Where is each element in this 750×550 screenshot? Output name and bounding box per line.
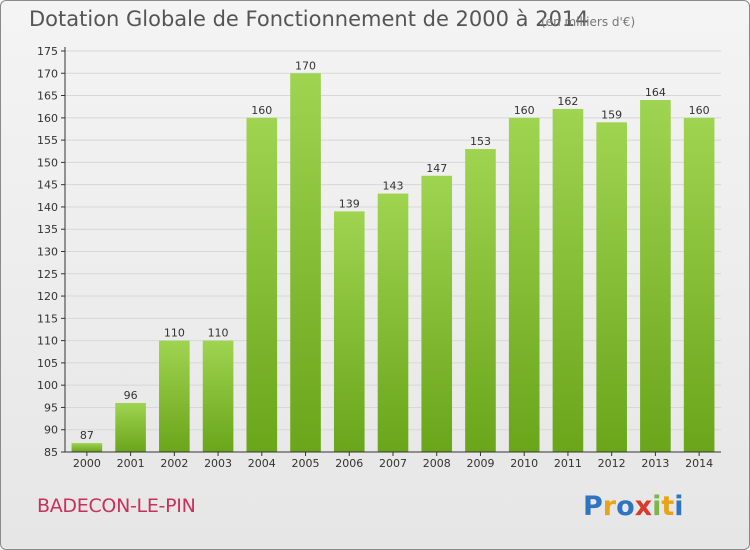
chart-subtitle: (en milliers d'€) — [541, 15, 636, 29]
y-tick-label: 105 — [37, 357, 58, 370]
bar-2001 — [115, 402, 146, 452]
bar-value-label: 170 — [295, 59, 316, 72]
x-tick-label: 2008 — [423, 457, 451, 470]
y-tick-label: 175 — [37, 45, 58, 58]
bar-value-label: 110 — [208, 327, 229, 340]
bar-value-label: 153 — [470, 135, 491, 148]
x-tick-label: 2000 — [73, 457, 101, 470]
bar-value-label: 160 — [251, 104, 272, 117]
bar-2011 — [552, 108, 584, 452]
bar-2010 — [508, 117, 540, 452]
bar-2004 — [246, 117, 278, 452]
x-tick-label: 2012 — [598, 457, 626, 470]
bar-2006 — [333, 211, 365, 452]
bar-value-label: 160 — [689, 104, 710, 117]
bar-2013 — [640, 100, 671, 452]
y-tick-label: 85 — [44, 446, 58, 459]
bar-2009 — [465, 149, 496, 452]
bar-2005 — [290, 73, 321, 453]
y-tick-label: 165 — [37, 90, 58, 103]
x-tick-label: 2003 — [204, 457, 232, 470]
y-tick-label: 100 — [37, 379, 58, 392]
bar-2002 — [159, 340, 190, 452]
bar-value-label: 162 — [557, 95, 578, 108]
x-tick-label: 2006 — [335, 457, 363, 470]
bar-value-label: 87 — [80, 429, 94, 442]
bar-2008 — [421, 175, 453, 452]
x-tick-label: 2005 — [292, 457, 320, 470]
x-tick-label: 2014 — [685, 457, 713, 470]
y-tick-label: 110 — [37, 335, 58, 348]
bar-value-label: 143 — [383, 180, 404, 193]
y-tick-label: 155 — [37, 134, 58, 147]
commune-name: BADECON-LE-PIN — [37, 495, 196, 517]
y-tick-label: 150 — [37, 156, 58, 169]
x-tick-label: 2001 — [117, 457, 145, 470]
x-tick-label: 2007 — [379, 457, 407, 470]
y-tick-label: 135 — [37, 223, 58, 236]
svg-text:Proxiti: Proxiti — [583, 491, 684, 522]
y-tick-label: 120 — [37, 290, 58, 303]
bar-value-label: 139 — [339, 197, 360, 210]
chart-title: Dotation Globale de Fonctionnement de 20… — [29, 7, 589, 31]
y-tick-label: 160 — [37, 112, 58, 125]
bar-value-label: 160 — [514, 104, 535, 117]
bar-2014 — [683, 117, 715, 452]
bar-value-label: 164 — [645, 86, 666, 99]
x-tick-label: 2009 — [466, 457, 494, 470]
y-tick-label: 170 — [37, 67, 58, 80]
x-tick-label: 2011 — [554, 457, 582, 470]
bar-2000 — [71, 443, 103, 452]
x-tick-label: 2010 — [510, 457, 538, 470]
proxiti-logo: Proxiti — [583, 491, 684, 522]
bar-2012 — [596, 122, 627, 453]
x-tick-label: 2004 — [248, 457, 276, 470]
bar-value-label: 96 — [124, 389, 138, 402]
bar-2007 — [377, 193, 409, 453]
x-tick-label: 2002 — [160, 457, 188, 470]
x-tick-label: 2013 — [641, 457, 669, 470]
bar-value-label: 110 — [164, 327, 185, 340]
y-tick-label: 125 — [37, 268, 58, 281]
y-tick-label: 90 — [44, 424, 58, 437]
y-tick-label: 145 — [37, 179, 58, 192]
y-tick-label: 95 — [44, 401, 58, 414]
bar-value-label: 147 — [426, 162, 447, 175]
y-tick-label: 130 — [37, 246, 58, 259]
y-tick-label: 115 — [37, 312, 58, 325]
bar-2003 — [202, 340, 234, 452]
y-tick-label: 140 — [37, 201, 58, 214]
bar-value-label: 159 — [601, 108, 622, 121]
